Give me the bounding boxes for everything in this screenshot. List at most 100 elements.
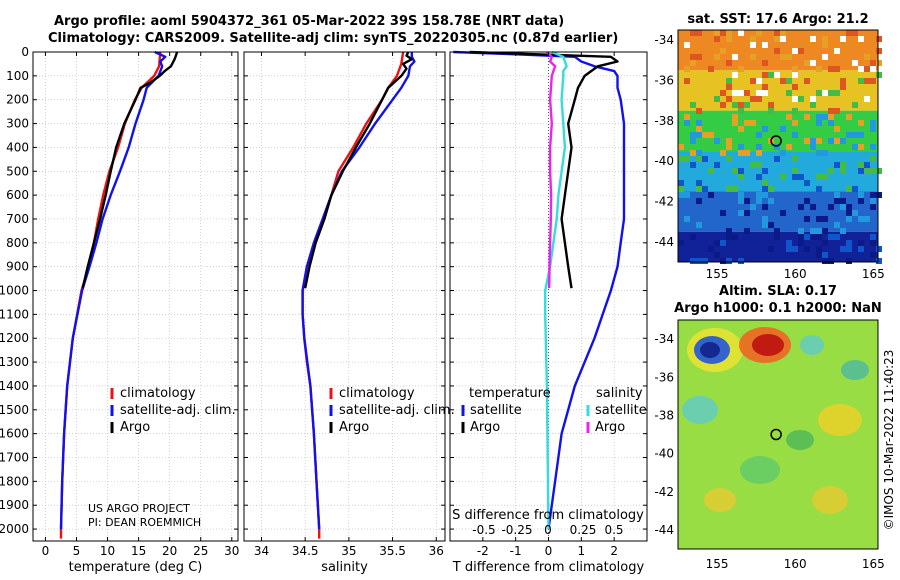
figure-title-line2: Climatology: CARS2009. Satellite-adj cli…: [48, 31, 619, 46]
sst-pixel: [744, 150, 750, 156]
sst-pixel: [714, 54, 720, 60]
xtick-label-temperature: 0: [42, 544, 50, 558]
xtick-label-differences: -2: [477, 544, 489, 558]
sst-ytick-label: -36: [654, 73, 674, 87]
sst-pixel: [684, 216, 690, 222]
sst-xtick-label: 155: [706, 267, 729, 281]
sst-pixel: [702, 156, 708, 162]
sla-anomaly-5: [818, 404, 862, 436]
sst-pixel: [684, 78, 690, 84]
sst-pixel: [738, 66, 744, 72]
sst-pixel: [840, 246, 846, 252]
sst-pixel: [702, 132, 708, 138]
xtick-label-temperature: 30: [224, 544, 239, 558]
sst-pixel: [876, 36, 882, 42]
sst-pixel: [858, 198, 864, 204]
sst-pixel: [876, 168, 882, 174]
sst-pixel: [828, 108, 834, 114]
sst-pixel: [852, 144, 858, 150]
sst-pixel: [744, 90, 750, 96]
sst-pixel: [840, 162, 846, 168]
sst-pixel: [738, 192, 744, 198]
sst-pixel: [834, 222, 840, 228]
sla-xtick-label: 155: [706, 557, 729, 571]
series-line-differences-2: [544, 50, 568, 530]
sst-pixel: [732, 114, 738, 120]
sst-pixel: [756, 162, 762, 168]
sst-pixel: [732, 186, 738, 192]
sst-pixel: [690, 138, 696, 144]
sst-pixel: [780, 36, 786, 42]
legend-differences: temperature salinity satellite Argo satellit…: [452, 386, 647, 537]
sst-pixel: [810, 102, 816, 108]
sst-pixel: [786, 54, 792, 60]
sst-pixel: [768, 72, 774, 78]
ytick-label-depth: 200: [6, 93, 29, 107]
sst-pixel: [804, 78, 810, 84]
sst-pixel: [840, 204, 846, 210]
sst-pixel: [852, 60, 858, 66]
sst-pixel: [774, 144, 780, 150]
sst-pixel: [822, 150, 828, 156]
sst-pixel: [804, 60, 810, 66]
sst-pixel: [792, 168, 798, 174]
sst-pixel: [750, 42, 756, 48]
sst-pixel: [810, 96, 816, 102]
sst-pixel: [714, 96, 720, 102]
sst-pixel: [738, 108, 744, 114]
sst-pixel: [864, 96, 870, 102]
sst-pixel: [720, 240, 726, 246]
ytick-label-depth: 700: [6, 212, 29, 226]
sst-pixel: [696, 180, 702, 186]
sst-pixel: [750, 78, 756, 84]
sst-pixel: [780, 30, 786, 36]
sst-pixel: [774, 234, 780, 240]
ytick-label-depth: 2000: [0, 522, 29, 536]
ytick-label-depth: 1800: [0, 474, 29, 488]
sst-pixel: [738, 198, 744, 204]
sst-pixel: [870, 144, 876, 150]
sst-pixel: [870, 126, 876, 132]
sla-ytick-label: -38: [654, 408, 674, 422]
sst-pixel: [738, 168, 744, 174]
xtick-label-salinity: 35: [341, 544, 356, 558]
xtick-label-salinity: 36: [429, 544, 444, 558]
top-xtick-label: -0.5: [472, 523, 495, 537]
credit-project: US ARGO PROJECT: [88, 502, 190, 515]
sst-pixel: [846, 186, 852, 192]
sst-argo-marker: [770, 135, 782, 147]
sst-pixel: [792, 48, 798, 54]
sst-pixel: [822, 36, 828, 42]
sst-pixel: [858, 78, 864, 84]
sst-pixel: [858, 120, 864, 126]
sst-pixel: [690, 162, 696, 168]
sst-pixel: [804, 198, 810, 204]
sst-pixel: [834, 126, 840, 132]
sst-pixel: [678, 156, 684, 162]
legend-label: climatology: [339, 386, 415, 401]
sst-pixel: [846, 246, 852, 252]
xtick-label-temperature: 25: [193, 544, 208, 558]
sst-pixel: [708, 66, 714, 72]
sst-pixel: [816, 174, 822, 180]
sst-pixel: [678, 240, 684, 246]
profile-panel-differences: -2 -1 0 1 2 T difference from climatology: [449, 50, 648, 575]
sst-pixel: [792, 66, 798, 72]
sst-pixel: [780, 78, 786, 84]
sst-pixel: [774, 48, 780, 54]
sst-pixel: [750, 204, 756, 210]
sst-pixel: [708, 132, 714, 138]
sst-pixel: [840, 78, 846, 84]
sst-pixel: [792, 132, 798, 138]
sla-anomaly-4: [752, 334, 784, 356]
sst-pixel: [762, 42, 768, 48]
sst-pixel: [810, 60, 816, 66]
xtick-label-differences: 1: [578, 544, 586, 558]
sst-pixel: [696, 30, 702, 36]
sst-pixel: [762, 204, 768, 210]
ytick-label-depth: 300: [6, 117, 29, 131]
sst-pixel: [792, 108, 798, 114]
sst-pixel: [840, 84, 846, 90]
top-xtick-label: 0.25: [570, 523, 597, 537]
sla-map-title-line2: Argo h1000: 0.1 h2000: NaN: [674, 301, 882, 316]
